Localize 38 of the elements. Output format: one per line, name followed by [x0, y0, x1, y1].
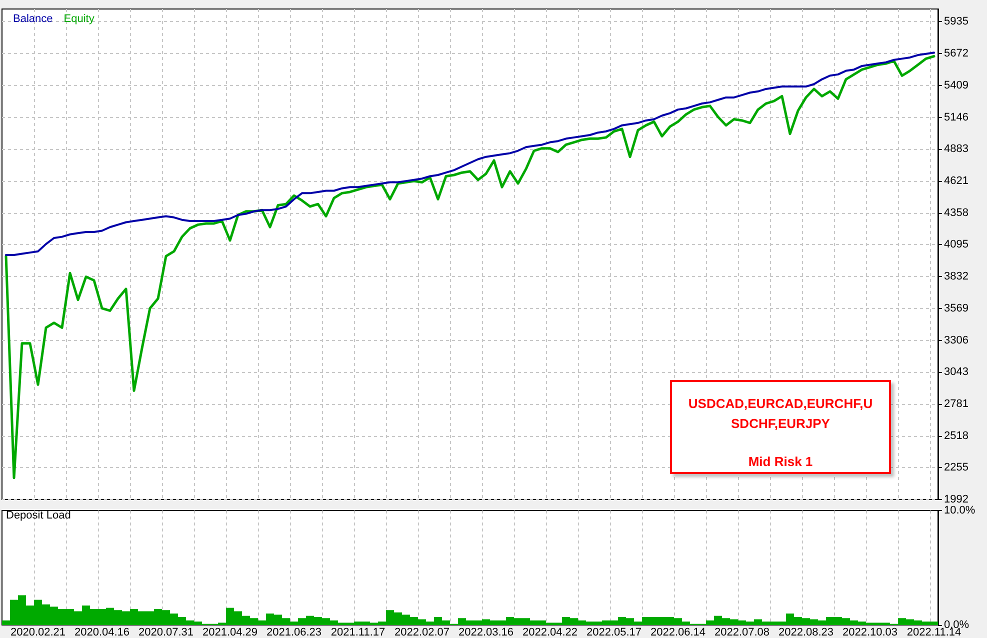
x-tick-label: 2020.02.21: [10, 626, 66, 638]
x-tick-label: 2020.07.31: [138, 626, 194, 638]
x-tick-label: 2021.11.17: [330, 626, 386, 638]
text: Balance: [13, 13, 53, 25]
y-tick-label: 4095: [944, 238, 968, 251]
x-tick-label: 2022.04.22: [522, 626, 578, 638]
x-tick-label: 2021.06.23: [266, 626, 322, 638]
y-tick-label: 4358: [944, 206, 968, 219]
x-tick-label: 2022.06.14: [650, 626, 706, 638]
y-tick-label: 5409: [944, 79, 968, 92]
x-tick-label: 2022.08.23: [778, 626, 834, 638]
y-tick-label: 4883: [944, 143, 968, 156]
y-tick-label: 5935: [944, 16, 968, 28]
y-tick-label: 10.0%: [944, 504, 976, 516]
y-tick-label: 3569: [944, 302, 968, 314]
x-tick-label: 2022.10.03: [842, 626, 898, 638]
text: Equity: [64, 13, 95, 25]
x-tick-label: 2021.04.29: [202, 626, 258, 638]
x-tick-label: 2022.03.16: [458, 626, 514, 638]
annotation: USDCAD,EURCAD,EURCHF,USDCHF,EURJPY: [687, 395, 874, 433]
annotation: Mid Risk 1: [747, 453, 814, 471]
y-tick-label: 2255: [944, 462, 968, 474]
y-tick-label: 5146: [944, 111, 968, 124]
chart-title: Deposit Load: [6, 510, 71, 522]
x-tick-label: 2020.04.16: [74, 626, 130, 638]
y-tick-label: 4621: [944, 174, 968, 187]
note-box: USDCAD,EURCAD,EURCHF,USDCHF,EURJPY Mid Risk 1: [670, 380, 891, 474]
y-tick-label: 3832: [944, 270, 968, 283]
x-tick-label: 2022.07.08: [714, 626, 770, 638]
y-tick-label: 3043: [944, 366, 968, 378]
y-tick-label: 3306: [944, 334, 968, 346]
y-tick-label: 5672: [944, 48, 968, 60]
x-tick-label: 2022.02.07: [394, 626, 450, 638]
y-tick-label: 2781: [944, 398, 968, 410]
y-tick-label: 2518: [944, 430, 968, 442]
y-tick-label: 1992: [944, 494, 968, 506]
x-tick-label: 2022.05.17: [586, 626, 642, 638]
x-tick-label: 2022.11.14: [906, 626, 962, 638]
